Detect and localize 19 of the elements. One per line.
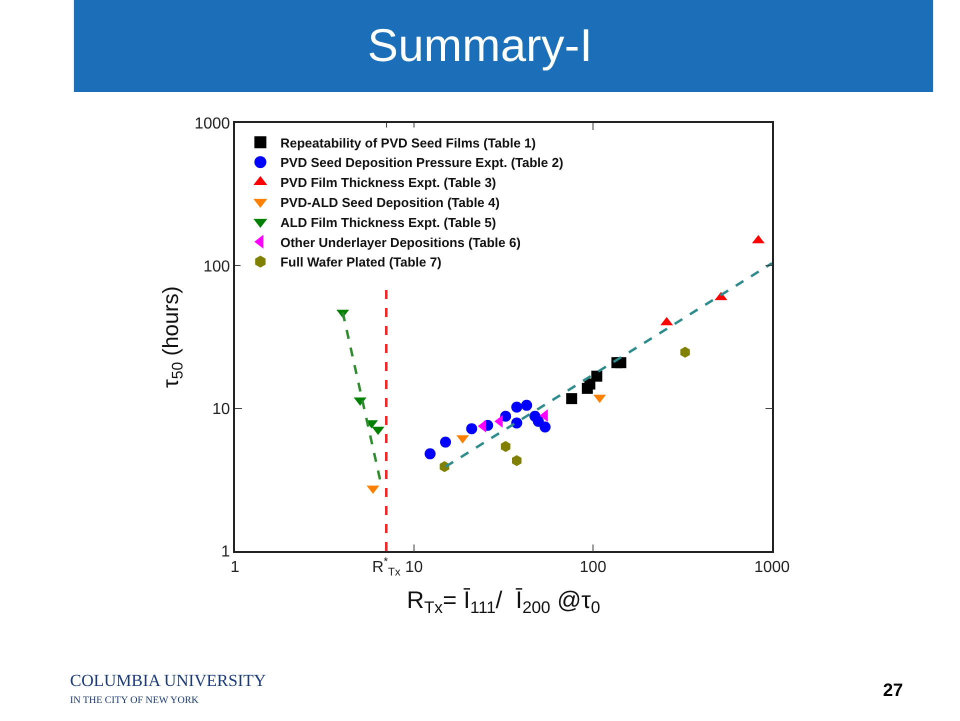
legend-label: Other Underlayer Depositions (Table 6) [280,234,521,250]
legend-label: ALD Film Thickness Expt. (Table 5) [280,214,496,230]
x-tick-label: 1000 [754,558,790,576]
x-tick-label: 100 [580,558,606,576]
y-tick-label: 1000 [194,116,230,133]
legend-label: PVD Seed Deposition Pressure Expt. (Table 2) [280,155,564,170]
legend-label: PVD Film Thickness Expt. (Table 3) [280,175,496,190]
legend-label: Full Wafer Plated (Table 7) [280,254,442,270]
x-tick-label: 10 [405,558,423,576]
chart-title: Summary-I [368,19,592,72]
text: 27 [883,680,904,700]
legend-label: PVD-ALD Seed Deposition (Table 4) [280,195,500,210]
x-axis-title: R$_{Tx}$= Ī$_{111}$/ Ī$_{200}$ @τ$_{0}$ [406,587,600,618]
legend-label: Repeatability of PVD Seed Films (Table 1) [280,135,536,150]
text: COLUMBIA UNIVERSITY [70,671,266,690]
text: IN THE CITY OF NEW YORK [70,695,200,706]
y-tick-label: 1 [221,544,230,561]
y-tick-label: 10 [212,400,230,418]
y-tick-label: 100 [203,258,230,276]
